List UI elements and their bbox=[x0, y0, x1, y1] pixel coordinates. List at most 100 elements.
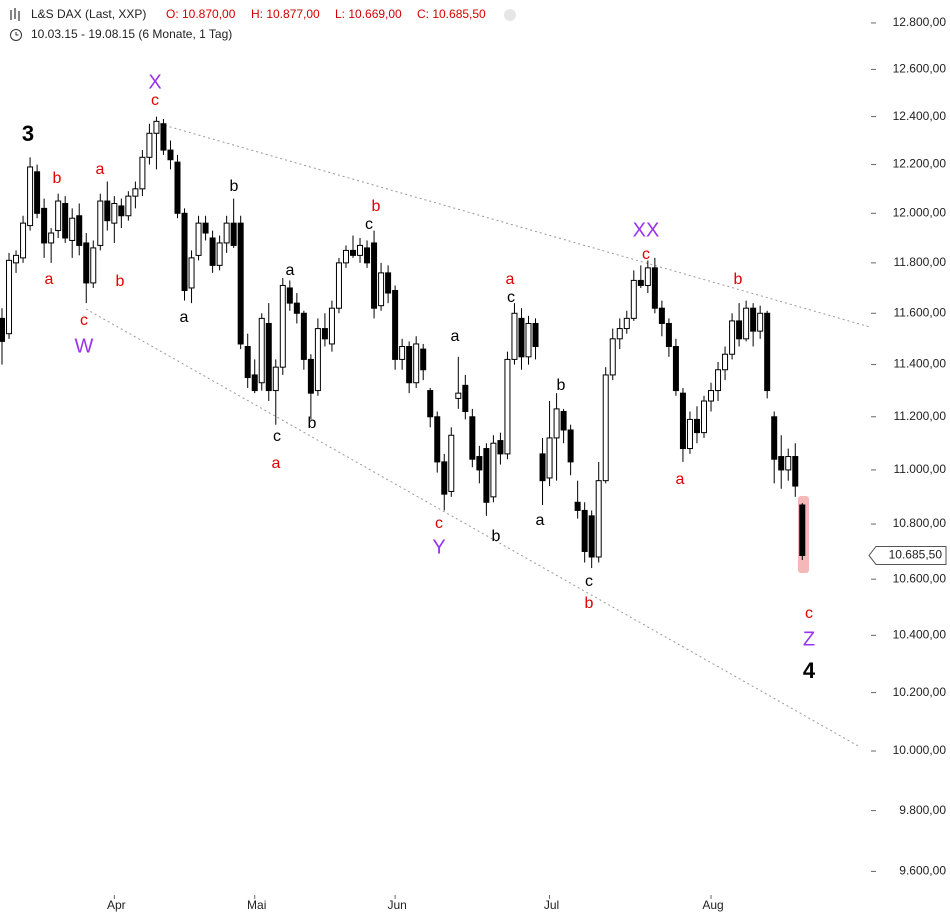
candle-body bbox=[448, 434, 455, 492]
wave-label: c bbox=[365, 216, 373, 233]
candle-body bbox=[0, 317, 5, 342]
wave-label: a bbox=[180, 309, 189, 326]
candle-body bbox=[350, 249, 356, 256]
candle-body bbox=[679, 392, 686, 450]
wave-label: W bbox=[75, 335, 94, 357]
y-tick-label: 12.600,00 bbox=[893, 62, 947, 76]
wave-label: a bbox=[96, 161, 105, 178]
candle-body bbox=[525, 322, 532, 358]
candle-body bbox=[715, 369, 722, 392]
y-tick-label: 10.400,00 bbox=[893, 628, 947, 642]
candle-body bbox=[364, 247, 371, 264]
candle-body bbox=[462, 384, 469, 413]
candle-body bbox=[476, 456, 483, 471]
wave-label: a bbox=[45, 271, 54, 288]
candle-body bbox=[321, 328, 328, 340]
x-tick-label: Aug bbox=[702, 898, 723, 912]
wave-label: c bbox=[805, 605, 813, 622]
settings-icon[interactable] bbox=[504, 9, 516, 21]
candle-body bbox=[146, 132, 153, 158]
wave-label: c bbox=[507, 289, 515, 306]
candle-body bbox=[62, 202, 69, 239]
candle-body bbox=[441, 461, 448, 495]
candle-body bbox=[272, 366, 279, 392]
y-tick-label: 11.400,00 bbox=[894, 357, 947, 371]
candle-body bbox=[630, 279, 637, 319]
candle-body bbox=[132, 188, 139, 197]
wave-label: c bbox=[642, 246, 650, 263]
candle-body bbox=[546, 437, 553, 479]
wave-label: b bbox=[230, 178, 239, 195]
candle-body bbox=[553, 408, 560, 439]
candle-body bbox=[609, 338, 616, 376]
wave-label: b bbox=[53, 170, 62, 187]
candle-body bbox=[665, 322, 672, 348]
candle-body bbox=[644, 267, 651, 286]
candle-body bbox=[637, 279, 644, 286]
candle-body bbox=[160, 123, 167, 151]
wave-label: X bbox=[148, 71, 161, 93]
candle-body bbox=[258, 317, 265, 384]
wave-label: a bbox=[451, 328, 460, 345]
header-subtitle: 10.03.15 - 19.08.15 (6 Monate, 1 Tag) bbox=[31, 27, 232, 41]
candle-body bbox=[672, 346, 679, 392]
candle-body bbox=[490, 442, 497, 498]
wave-label: 3 bbox=[22, 121, 34, 146]
clock-icon bbox=[10, 29, 22, 41]
header-open: O: 10.870,00 bbox=[166, 7, 236, 21]
wave-label: a bbox=[506, 271, 515, 288]
lower-trendline bbox=[85, 308, 861, 748]
wave-label: a bbox=[676, 471, 685, 488]
candle-body bbox=[41, 207, 48, 244]
candle-body bbox=[244, 346, 251, 379]
candle-body bbox=[118, 205, 125, 217]
candle-body bbox=[406, 346, 413, 384]
candle-body bbox=[483, 448, 490, 503]
candle-body bbox=[216, 242, 223, 266]
header-title: L&S DAX (Last, XXP) bbox=[31, 7, 146, 21]
candle-body bbox=[750, 307, 757, 332]
candle-body bbox=[328, 307, 335, 345]
candle-body bbox=[413, 343, 420, 384]
candle-body bbox=[188, 257, 195, 289]
candle-body bbox=[574, 501, 581, 511]
wave-label: Y bbox=[432, 536, 445, 558]
candle-body bbox=[469, 416, 476, 460]
candle-body bbox=[785, 456, 792, 471]
clock-hands bbox=[15, 32, 19, 36]
y-tick-label: 9.800,00 bbox=[899, 803, 946, 817]
candle-body bbox=[251, 374, 258, 392]
wave-label: b bbox=[372, 198, 381, 215]
y-tick-label: 12.200,00 bbox=[893, 157, 947, 171]
candle-body bbox=[104, 200, 111, 222]
candle-body bbox=[392, 289, 399, 360]
header-high: H: 10.877,00 bbox=[251, 7, 320, 21]
candle-body bbox=[539, 453, 546, 482]
y-tick-label: 11.200,00 bbox=[894, 409, 947, 423]
wave-label: c bbox=[80, 312, 88, 329]
wave-label: c bbox=[151, 92, 159, 109]
candle-body bbox=[399, 346, 406, 360]
upper-trendline bbox=[159, 123, 871, 328]
candle-body bbox=[385, 272, 392, 294]
x-tick-label: Jun bbox=[387, 898, 406, 912]
wave-label: Z bbox=[803, 628, 815, 650]
y-tick-label: 12.400,00 bbox=[893, 109, 947, 123]
wave-label: c bbox=[273, 428, 281, 445]
y-tick-label: 11.800,00 bbox=[894, 255, 947, 269]
candle-body bbox=[139, 156, 146, 190]
candle-body bbox=[602, 374, 609, 482]
candle-body bbox=[335, 262, 342, 309]
candle-body bbox=[237, 222, 244, 345]
candle-body bbox=[778, 456, 785, 471]
candle-body bbox=[153, 120, 160, 134]
y-tick-label: 11.000,00 bbox=[894, 462, 947, 476]
wave-label: b bbox=[308, 415, 317, 432]
candle-body bbox=[69, 217, 76, 241]
candle-body bbox=[771, 416, 778, 460]
candle-body bbox=[616, 328, 623, 340]
candle-body bbox=[511, 312, 518, 360]
wave-label: a bbox=[536, 512, 545, 529]
